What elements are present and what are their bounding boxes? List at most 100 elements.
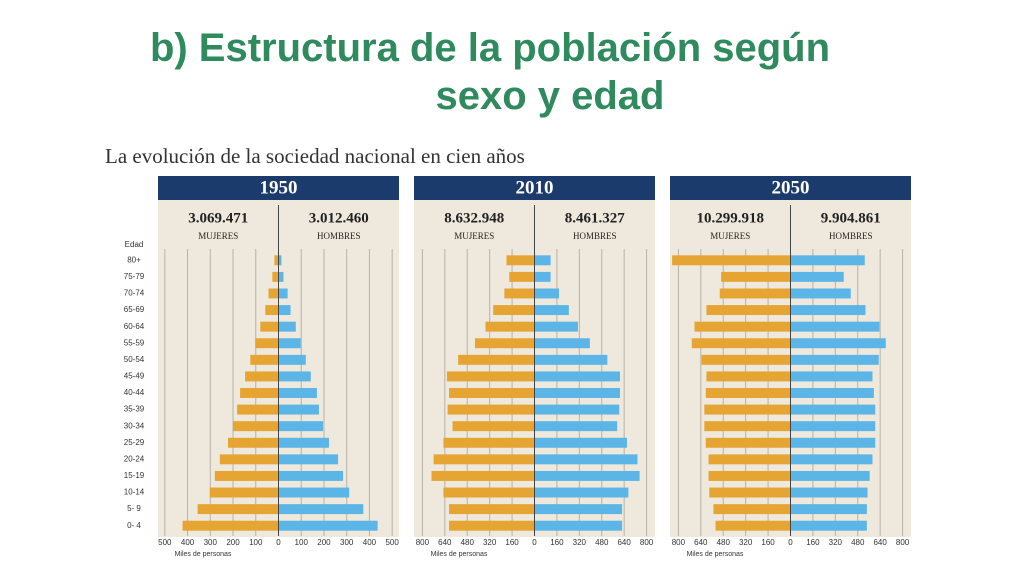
bar [534, 388, 620, 398]
x-tick-label: 640 [438, 538, 452, 547]
bar [790, 255, 865, 266]
x-tick-label: 320 [483, 538, 497, 547]
bar [278, 404, 319, 415]
bar [713, 504, 791, 515]
age-group-label: 80+ [127, 255, 141, 264]
bar [274, 255, 279, 266]
bar [534, 437, 627, 448]
bar [704, 421, 791, 432]
legend-entry: HOMBRES [317, 231, 361, 241]
panel-title: 1950 [260, 177, 298, 198]
bar [534, 288, 560, 299]
x-tick-label: 300 [340, 538, 354, 547]
x-tick-label: 0 [788, 538, 793, 547]
series-total: 3.012.460 [309, 210, 369, 226]
age-group-label: 75-79 [124, 272, 145, 281]
bar [443, 437, 535, 448]
bar [245, 371, 279, 382]
x-tick-label: 480 [595, 538, 609, 547]
bar [534, 404, 620, 415]
bar [672, 255, 791, 266]
bar [534, 321, 578, 332]
x-tick-label: 640 [873, 538, 887, 547]
age-label: Edad [125, 240, 144, 249]
bar [694, 321, 791, 332]
legend-entry: MUJERES [198, 231, 238, 241]
bar [255, 338, 279, 349]
age-group-label: 0- 4 [127, 521, 141, 530]
bar [691, 338, 791, 349]
bar [790, 421, 876, 432]
title-line: b) Estructura de la población según [149, 26, 831, 70]
bar [278, 255, 282, 266]
x-tick-label: 300 [204, 538, 218, 547]
age-group-label: 5- 9 [127, 504, 141, 513]
bar [265, 305, 279, 316]
age-group-label: 35-39 [124, 405, 145, 414]
bar [708, 470, 791, 481]
series-total: 3.069.471 [188, 210, 248, 226]
bar [209, 487, 279, 498]
bar [504, 288, 535, 299]
age-group-label: 50-54 [124, 355, 145, 364]
x-tick-label: 160 [505, 538, 519, 547]
x-tick-label: 320 [739, 538, 753, 547]
x-axis-label: Miles de personas [431, 551, 488, 558]
bar [534, 354, 608, 365]
bar [278, 338, 301, 349]
bar [493, 305, 535, 316]
x-tick-label: 640 [694, 538, 708, 547]
x-tick-label: 480 [461, 538, 475, 547]
bar [790, 437, 876, 448]
bar [790, 454, 873, 465]
x-tick-label: 800 [896, 538, 910, 547]
bar [449, 520, 535, 531]
bar [278, 388, 317, 398]
x-tick-label: 480 [717, 538, 731, 547]
bar [240, 388, 279, 398]
legend-entry: MUJERES [710, 231, 750, 241]
bar [278, 354, 306, 365]
bar [704, 404, 791, 415]
x-tick-label: 100 [295, 538, 309, 547]
bar [701, 354, 791, 365]
x-tick-label: 480 [851, 538, 865, 547]
bar [278, 437, 329, 448]
bar [534, 520, 623, 531]
panel-title: 2010 [516, 177, 554, 198]
bar [715, 520, 791, 531]
x-tick-label: 100 [249, 538, 263, 547]
age-group-label: 70-74 [124, 289, 145, 298]
bar [214, 470, 279, 481]
age-group-label: 15-19 [124, 471, 145, 480]
x-tick-label: 320 [573, 538, 587, 547]
bar [534, 454, 638, 465]
bar [278, 487, 350, 498]
x-tick-label: 200 [317, 538, 331, 547]
age-group-label: 45-49 [124, 372, 145, 381]
age-group-label: 20-24 [124, 454, 145, 463]
bar [705, 437, 791, 448]
bar [219, 454, 279, 465]
bar [506, 255, 535, 266]
bar [706, 371, 791, 382]
panel-header [158, 176, 399, 200]
bar [278, 470, 344, 481]
bar [790, 504, 867, 515]
bar [278, 504, 364, 515]
x-tick-label: 500 [158, 538, 172, 547]
title-line: sexo y edad [435, 74, 665, 118]
bar [708, 454, 791, 465]
bar [709, 487, 791, 498]
age-group-label: 60-64 [124, 322, 145, 331]
subtitle: La evolución de la sociedad nacional en … [105, 144, 525, 168]
bar [260, 321, 279, 332]
bar [278, 371, 311, 382]
bar [534, 305, 569, 316]
bar [278, 520, 378, 531]
bar [250, 354, 279, 365]
bar [721, 271, 791, 282]
x-tick-label: 800 [640, 538, 654, 547]
x-axis-label: Miles de personas [175, 551, 232, 558]
legend-entry: MUJERES [454, 231, 494, 241]
